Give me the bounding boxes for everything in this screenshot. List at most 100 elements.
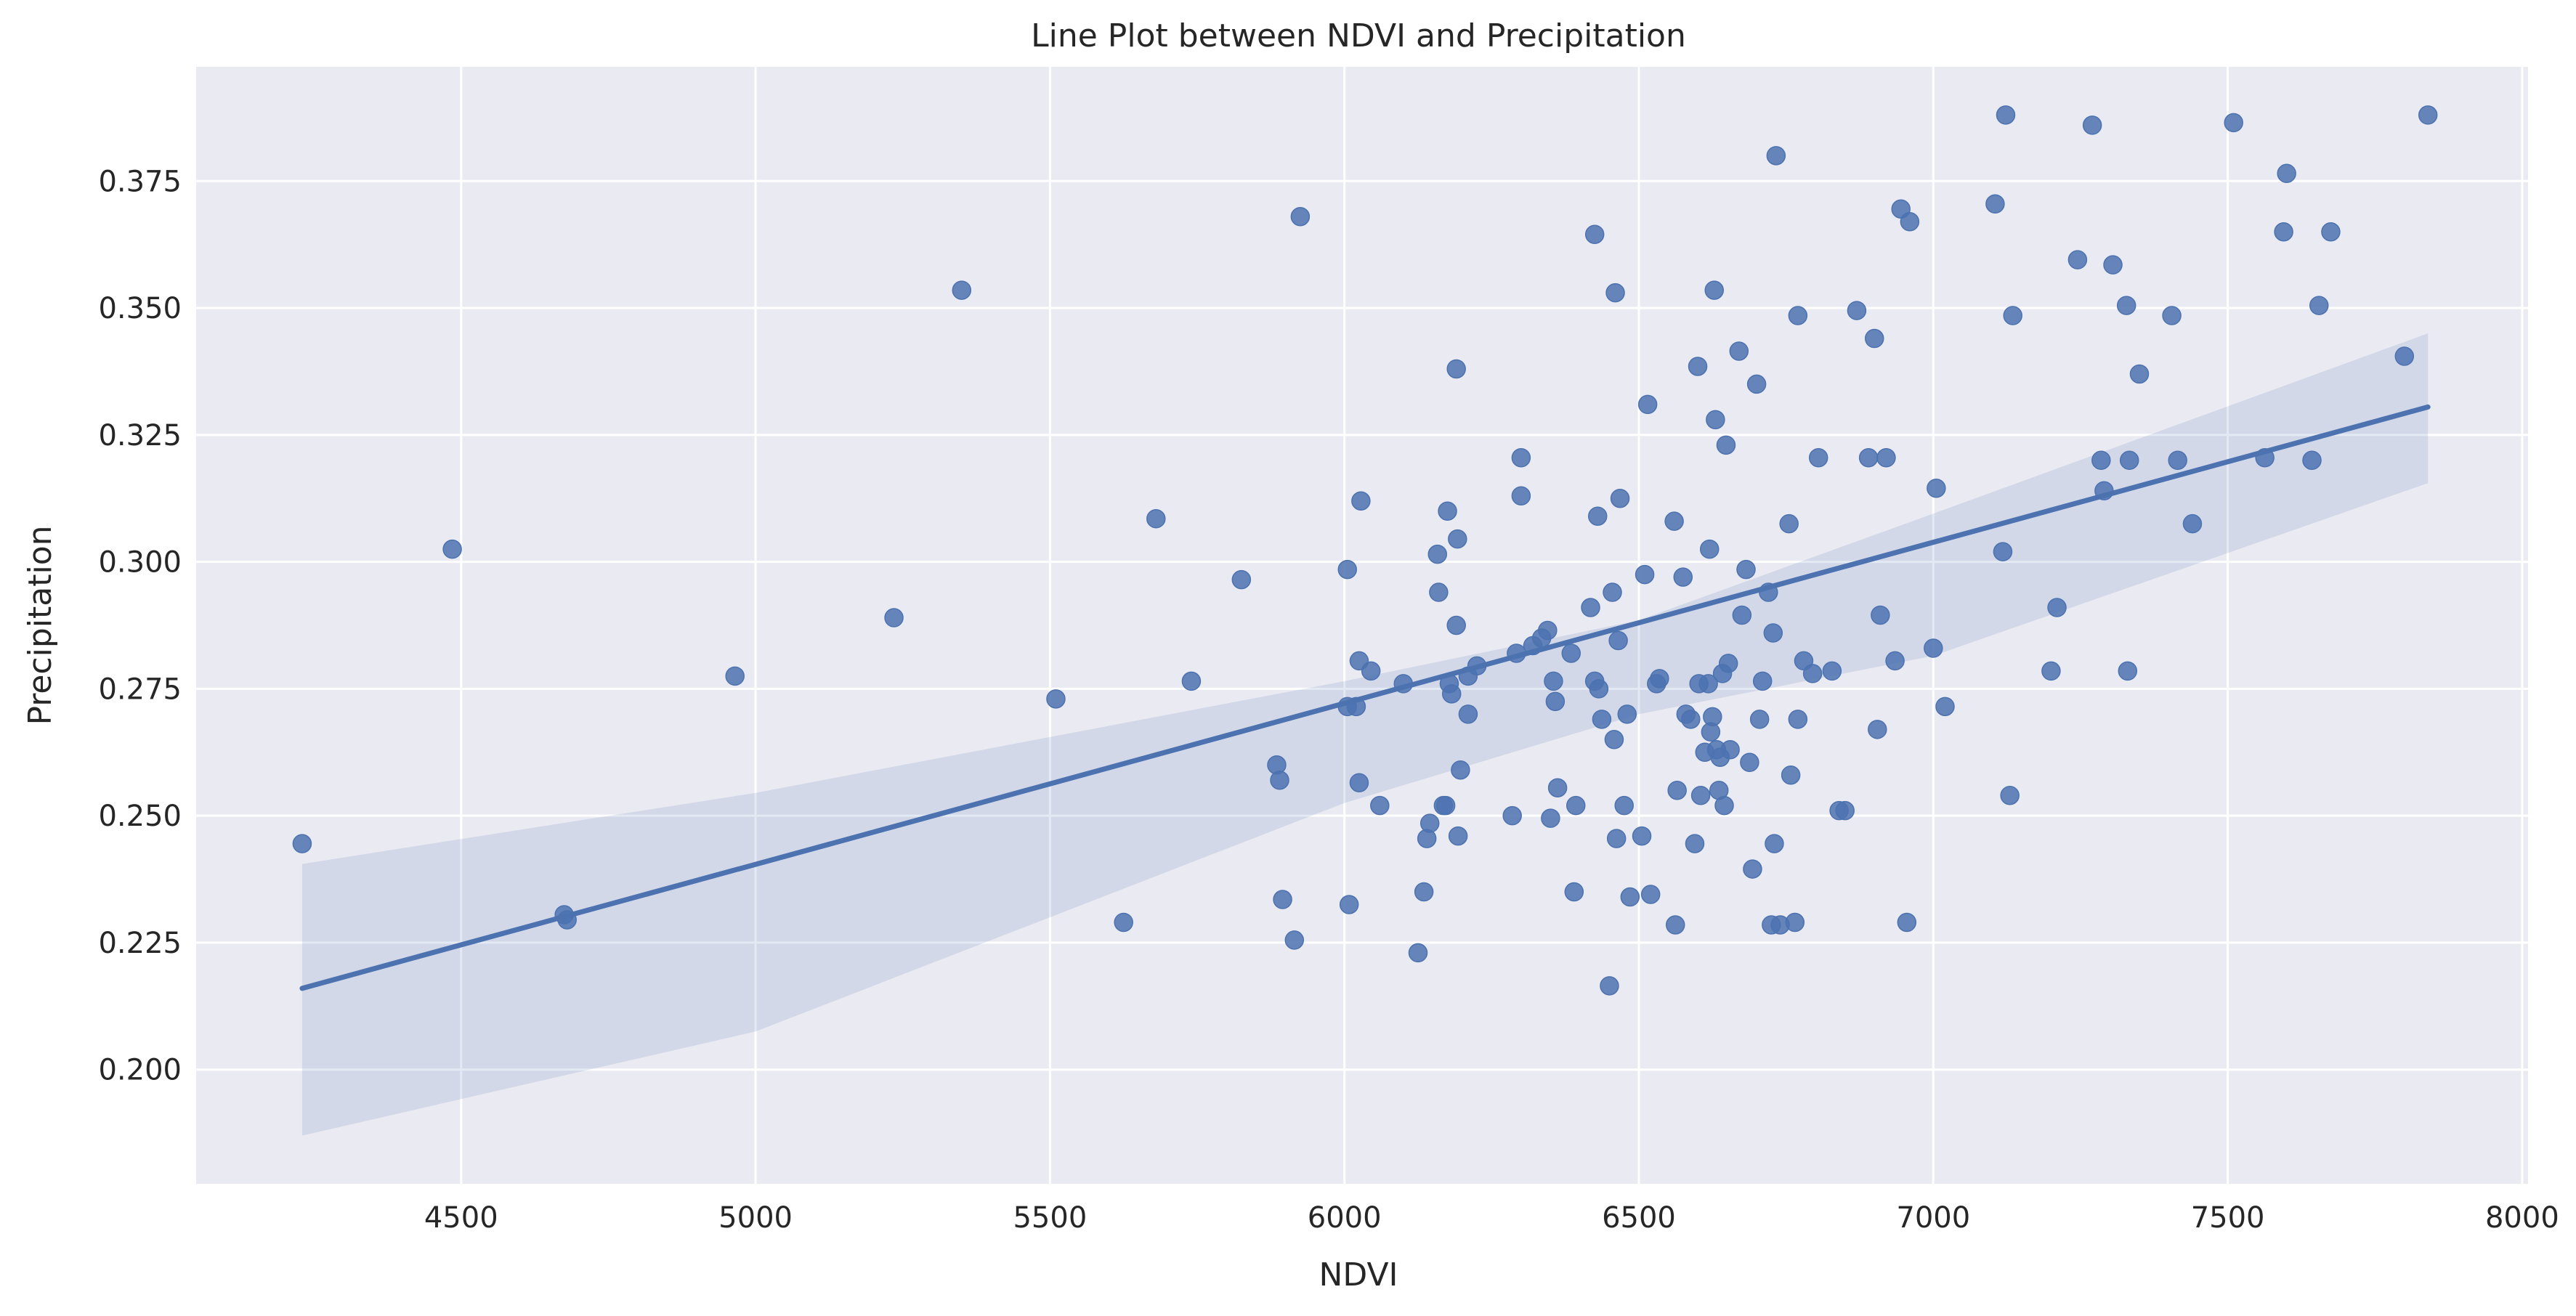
data-point — [2118, 661, 2138, 681]
data-point — [1511, 486, 1531, 505]
x-tick-label: 7500 — [2191, 1201, 2265, 1235]
data-point — [1665, 915, 1685, 935]
data-point — [1438, 501, 1457, 521]
y-axis-label: Precipitation — [22, 525, 59, 725]
data-point — [1736, 559, 1756, 580]
data-point — [1429, 582, 1449, 602]
data-point — [1610, 488, 1630, 508]
data-point — [952, 280, 972, 300]
data-point — [1231, 569, 1252, 590]
data-point — [1779, 513, 1799, 534]
data-point — [1698, 674, 1718, 694]
data-point — [1935, 696, 1955, 717]
y-tick-label: 0.225 — [98, 927, 182, 960]
data-point — [1876, 448, 1896, 468]
x-axis-label: NDVI — [1319, 1256, 1398, 1293]
data-point — [1337, 559, 1357, 580]
data-point — [1446, 359, 1466, 379]
data-points — [292, 105, 2438, 996]
data-point — [2067, 250, 2088, 269]
data-point — [1566, 795, 1586, 816]
data-point — [1822, 661, 1842, 681]
data-point — [1720, 740, 1740, 760]
data-point — [2224, 113, 2243, 133]
data-point — [1273, 890, 1292, 909]
data-point — [1458, 704, 1478, 724]
data-point — [1781, 765, 1801, 785]
data-point — [2047, 598, 2067, 617]
data-point — [2119, 450, 2139, 471]
data-point — [884, 608, 904, 627]
data-point — [1752, 671, 1773, 691]
data-point — [1608, 630, 1628, 651]
data-point — [1673, 567, 1693, 587]
data-point — [1632, 826, 1652, 846]
data-point — [1448, 826, 1468, 846]
data-point — [1446, 615, 1466, 635]
data-point — [1046, 689, 1066, 709]
data-point — [1732, 605, 1752, 625]
data-point — [1703, 707, 1722, 727]
data-point — [1635, 564, 1655, 585]
data-point — [2168, 450, 2187, 471]
data-point — [1808, 448, 1828, 468]
data-point — [1614, 795, 1634, 816]
x-tick-label: 5000 — [718, 1201, 793, 1235]
y-axis-ticks: 0.200 0.225 0.250 0.275 0.300 0.325 0.350 0.375 — [98, 165, 182, 1086]
x-gridlines — [460, 67, 2524, 1184]
data-point — [1617, 704, 1637, 724]
data-point — [1740, 752, 1759, 773]
data-point — [1427, 544, 1448, 564]
data-point — [1592, 710, 1612, 729]
data-point — [1584, 224, 1605, 244]
data-point — [1290, 206, 1311, 227]
data-point — [1746, 374, 1767, 394]
data-point — [1603, 582, 1622, 602]
y-tick-label: 0.350 — [98, 292, 182, 325]
data-point — [725, 666, 745, 686]
data-point — [1700, 539, 1720, 559]
data-point — [1900, 211, 1920, 232]
data-point — [1351, 491, 1371, 511]
data-point — [1181, 671, 1202, 691]
x-tick-label: 5500 — [1013, 1201, 1087, 1235]
data-point — [1361, 661, 1381, 681]
data-point — [1868, 720, 1887, 739]
data-point — [2116, 296, 2136, 315]
data-point — [2277, 163, 2296, 184]
data-point — [1927, 478, 1946, 498]
data-point — [1605, 283, 1625, 303]
data-point — [2129, 364, 2150, 384]
data-point — [1688, 357, 1708, 376]
data-point — [1114, 912, 1133, 933]
data-point — [1704, 280, 1724, 300]
data-point — [1714, 795, 1734, 816]
y-tick-label: 0.300 — [98, 546, 182, 580]
data-point — [1785, 912, 1805, 933]
data-point — [1270, 770, 1289, 790]
data-point — [1547, 778, 1568, 797]
y-tick-label: 0.200 — [98, 1054, 182, 1087]
data-point — [2321, 222, 2341, 242]
data-point — [1871, 605, 1890, 625]
data-point — [2103, 255, 2123, 275]
x-tick-label: 4500 — [424, 1201, 498, 1235]
data-point — [1606, 829, 1627, 848]
data-point — [2162, 306, 2182, 325]
data-point — [1451, 760, 1470, 780]
chart-title: Line Plot between NDVI and Precipitation — [1031, 17, 1686, 54]
y-tick-label: 0.275 — [98, 673, 182, 706]
data-point — [2418, 105, 2438, 125]
data-point — [1146, 508, 1166, 529]
data-point — [1448, 529, 1467, 549]
data-point — [2394, 346, 2415, 366]
data-point — [1545, 691, 1566, 712]
data-point — [1765, 834, 1784, 853]
data-point — [1587, 506, 1608, 526]
data-point — [1667, 780, 1687, 800]
data-point — [1370, 795, 1390, 816]
data-point — [1858, 448, 1879, 468]
data-point — [1419, 813, 1440, 833]
data-point — [1985, 194, 2005, 214]
